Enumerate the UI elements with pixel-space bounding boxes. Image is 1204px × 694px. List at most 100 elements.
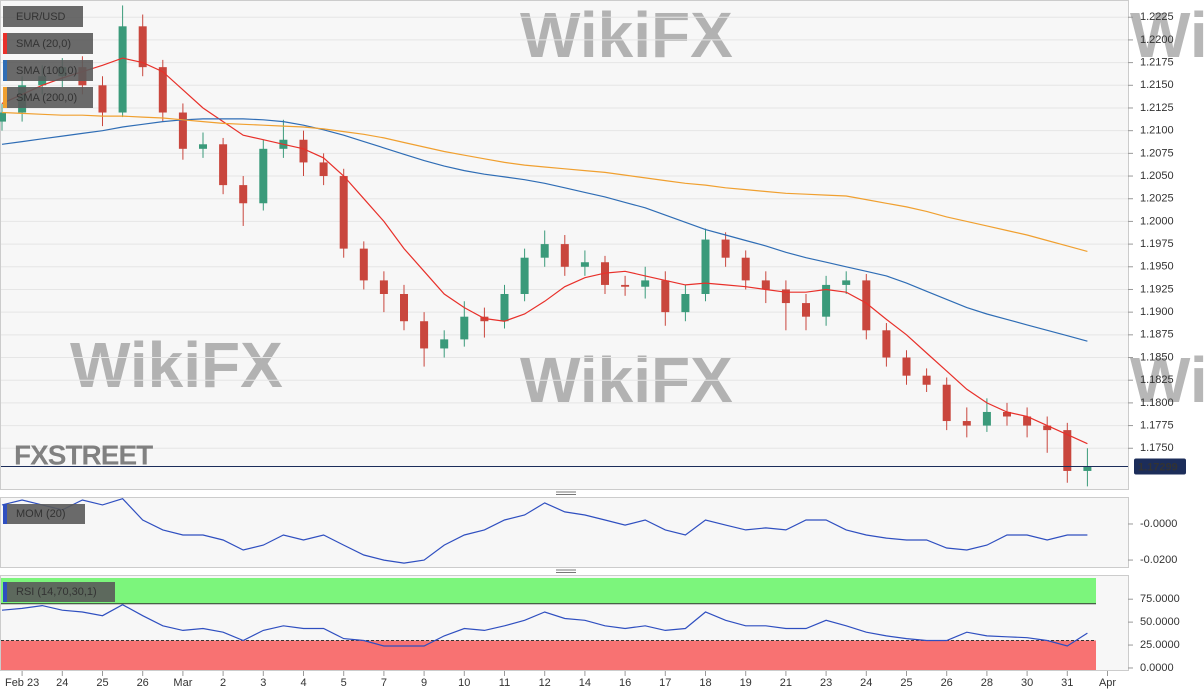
candle-body — [319, 162, 328, 177]
candle-body — [400, 294, 408, 322]
x-tick-label: 2 — [220, 677, 226, 689]
y-tick-label: 1.1775 — [1140, 419, 1174, 431]
candle-body — [0, 112, 6, 122]
y-tick-label: 1.1875 — [1140, 329, 1174, 341]
y-tick-label: 1.2125 — [1140, 102, 1174, 114]
y-tick-label: -0.0200 — [1140, 554, 1177, 566]
y-tick-label: 1.1950 — [1140, 261, 1174, 273]
x-tick-label: 5 — [341, 677, 347, 689]
y-tick-label: 1.2000 — [1140, 215, 1174, 227]
candle-body — [118, 26, 127, 113]
y-tick-label: 1.1975 — [1140, 238, 1174, 250]
mom-panel — [0, 497, 1129, 568]
candle-body — [661, 280, 670, 313]
candle-body — [460, 316, 469, 340]
y-tick-label: 75.0000 — [1140, 593, 1180, 605]
x-tick-label: 18 — [699, 677, 711, 689]
y-tick-label: 25.0000 — [1140, 639, 1180, 651]
y-tick-label: 1.1900 — [1140, 306, 1174, 318]
x-tick-label: 19 — [740, 677, 752, 689]
legend-swatch — [3, 504, 7, 524]
y-tick-label: 50.0000 — [1140, 616, 1180, 628]
watermark: WikiFX — [70, 329, 283, 401]
candle-body — [721, 239, 730, 258]
candle-body — [178, 112, 187, 149]
legend-swatch — [3, 33, 7, 54]
candle-body — [982, 411, 991, 426]
x-tick-label: 30 — [1021, 677, 1033, 689]
candle-body — [802, 303, 810, 317]
candle-body — [98, 85, 107, 113]
x-tick-label: Mar — [173, 677, 192, 689]
candle-body — [1063, 430, 1072, 471]
candle-body — [681, 294, 690, 313]
legend-box — [3, 582, 115, 602]
x-tick-label: 9 — [421, 677, 427, 689]
candle-body — [1003, 411, 1011, 417]
watermark: WikiFX — [1130, 0, 1204, 71]
x-tick-label: 24 — [56, 677, 68, 689]
candle-body — [882, 330, 891, 358]
candle-body — [902, 357, 911, 376]
x-tick-label: 14 — [579, 677, 591, 689]
x-tick-label: 25 — [96, 677, 108, 689]
candle-body — [701, 239, 710, 294]
candle-body — [962, 421, 971, 426]
y-tick-label: 1.1825 — [1140, 374, 1174, 386]
candle-body — [420, 321, 429, 349]
y-tick-label: 1.2100 — [1140, 125, 1174, 137]
candle-body — [1083, 466, 1092, 471]
candle-body — [580, 262, 589, 267]
last-price-label: 1.17299 — [1138, 461, 1178, 473]
splitter[interactable] — [556, 491, 576, 573]
y-tick-label: -0.0000 — [1140, 518, 1177, 530]
y-tick-label: 1.2225 — [1140, 11, 1174, 23]
candle-body — [922, 375, 931, 385]
oversold-zone — [1, 640, 1096, 670]
x-tick-label: 26 — [941, 677, 953, 689]
candle-body — [560, 244, 569, 267]
x-tick-label: 4 — [300, 677, 306, 689]
logo: FXSTREET — [14, 439, 153, 470]
last-price-box — [1134, 458, 1186, 475]
legend-box — [3, 60, 93, 81]
sma-line — [1, 57, 1088, 445]
candle-body — [1043, 425, 1052, 431]
candle-body — [540, 244, 549, 258]
x-tick-label: 31 — [1061, 677, 1073, 689]
legend-label: SMA (100,0) — [16, 65, 77, 77]
x-tick-label: 28 — [981, 677, 993, 689]
indicator-line — [1, 498, 1088, 564]
y-tick-label: 1.2050 — [1140, 170, 1174, 182]
indicator-line — [1, 604, 1088, 647]
candle-body — [359, 248, 368, 281]
watermark: WikiFX — [520, 0, 733, 71]
candle-body — [500, 294, 509, 322]
x-tick-label: 7 — [381, 677, 387, 689]
x-tick-label: 11 — [499, 677, 510, 689]
legend-label: SMA (200,0) — [16, 92, 77, 104]
candle-body — [942, 384, 951, 422]
y-tick-label: 1.1925 — [1140, 283, 1174, 295]
overbought-zone — [1, 578, 1096, 604]
candle-body — [1023, 416, 1032, 426]
x-tick-label: 23 — [820, 677, 832, 689]
legend-box — [3, 33, 93, 54]
legend-box — [3, 504, 85, 524]
x-tick-label: 10 — [458, 677, 470, 689]
x-tick-label: 17 — [659, 677, 671, 689]
y-tick-label: 1.2075 — [1140, 147, 1174, 159]
x-tick-label: 21 — [780, 677, 792, 689]
legend-box — [3, 6, 83, 27]
x-tick-label: 3 — [260, 677, 266, 689]
candle-body — [379, 280, 388, 294]
candle-body — [761, 280, 770, 290]
candle-body — [842, 280, 851, 285]
y-tick-label: 0.0000 — [1140, 662, 1174, 674]
candle-body — [138, 26, 147, 68]
candle-body — [259, 148, 268, 204]
y-tick-label: 1.1800 — [1140, 397, 1174, 409]
y-tick-label: 1.2175 — [1140, 57, 1174, 69]
y-tick-label: 1.1750 — [1140, 442, 1174, 454]
